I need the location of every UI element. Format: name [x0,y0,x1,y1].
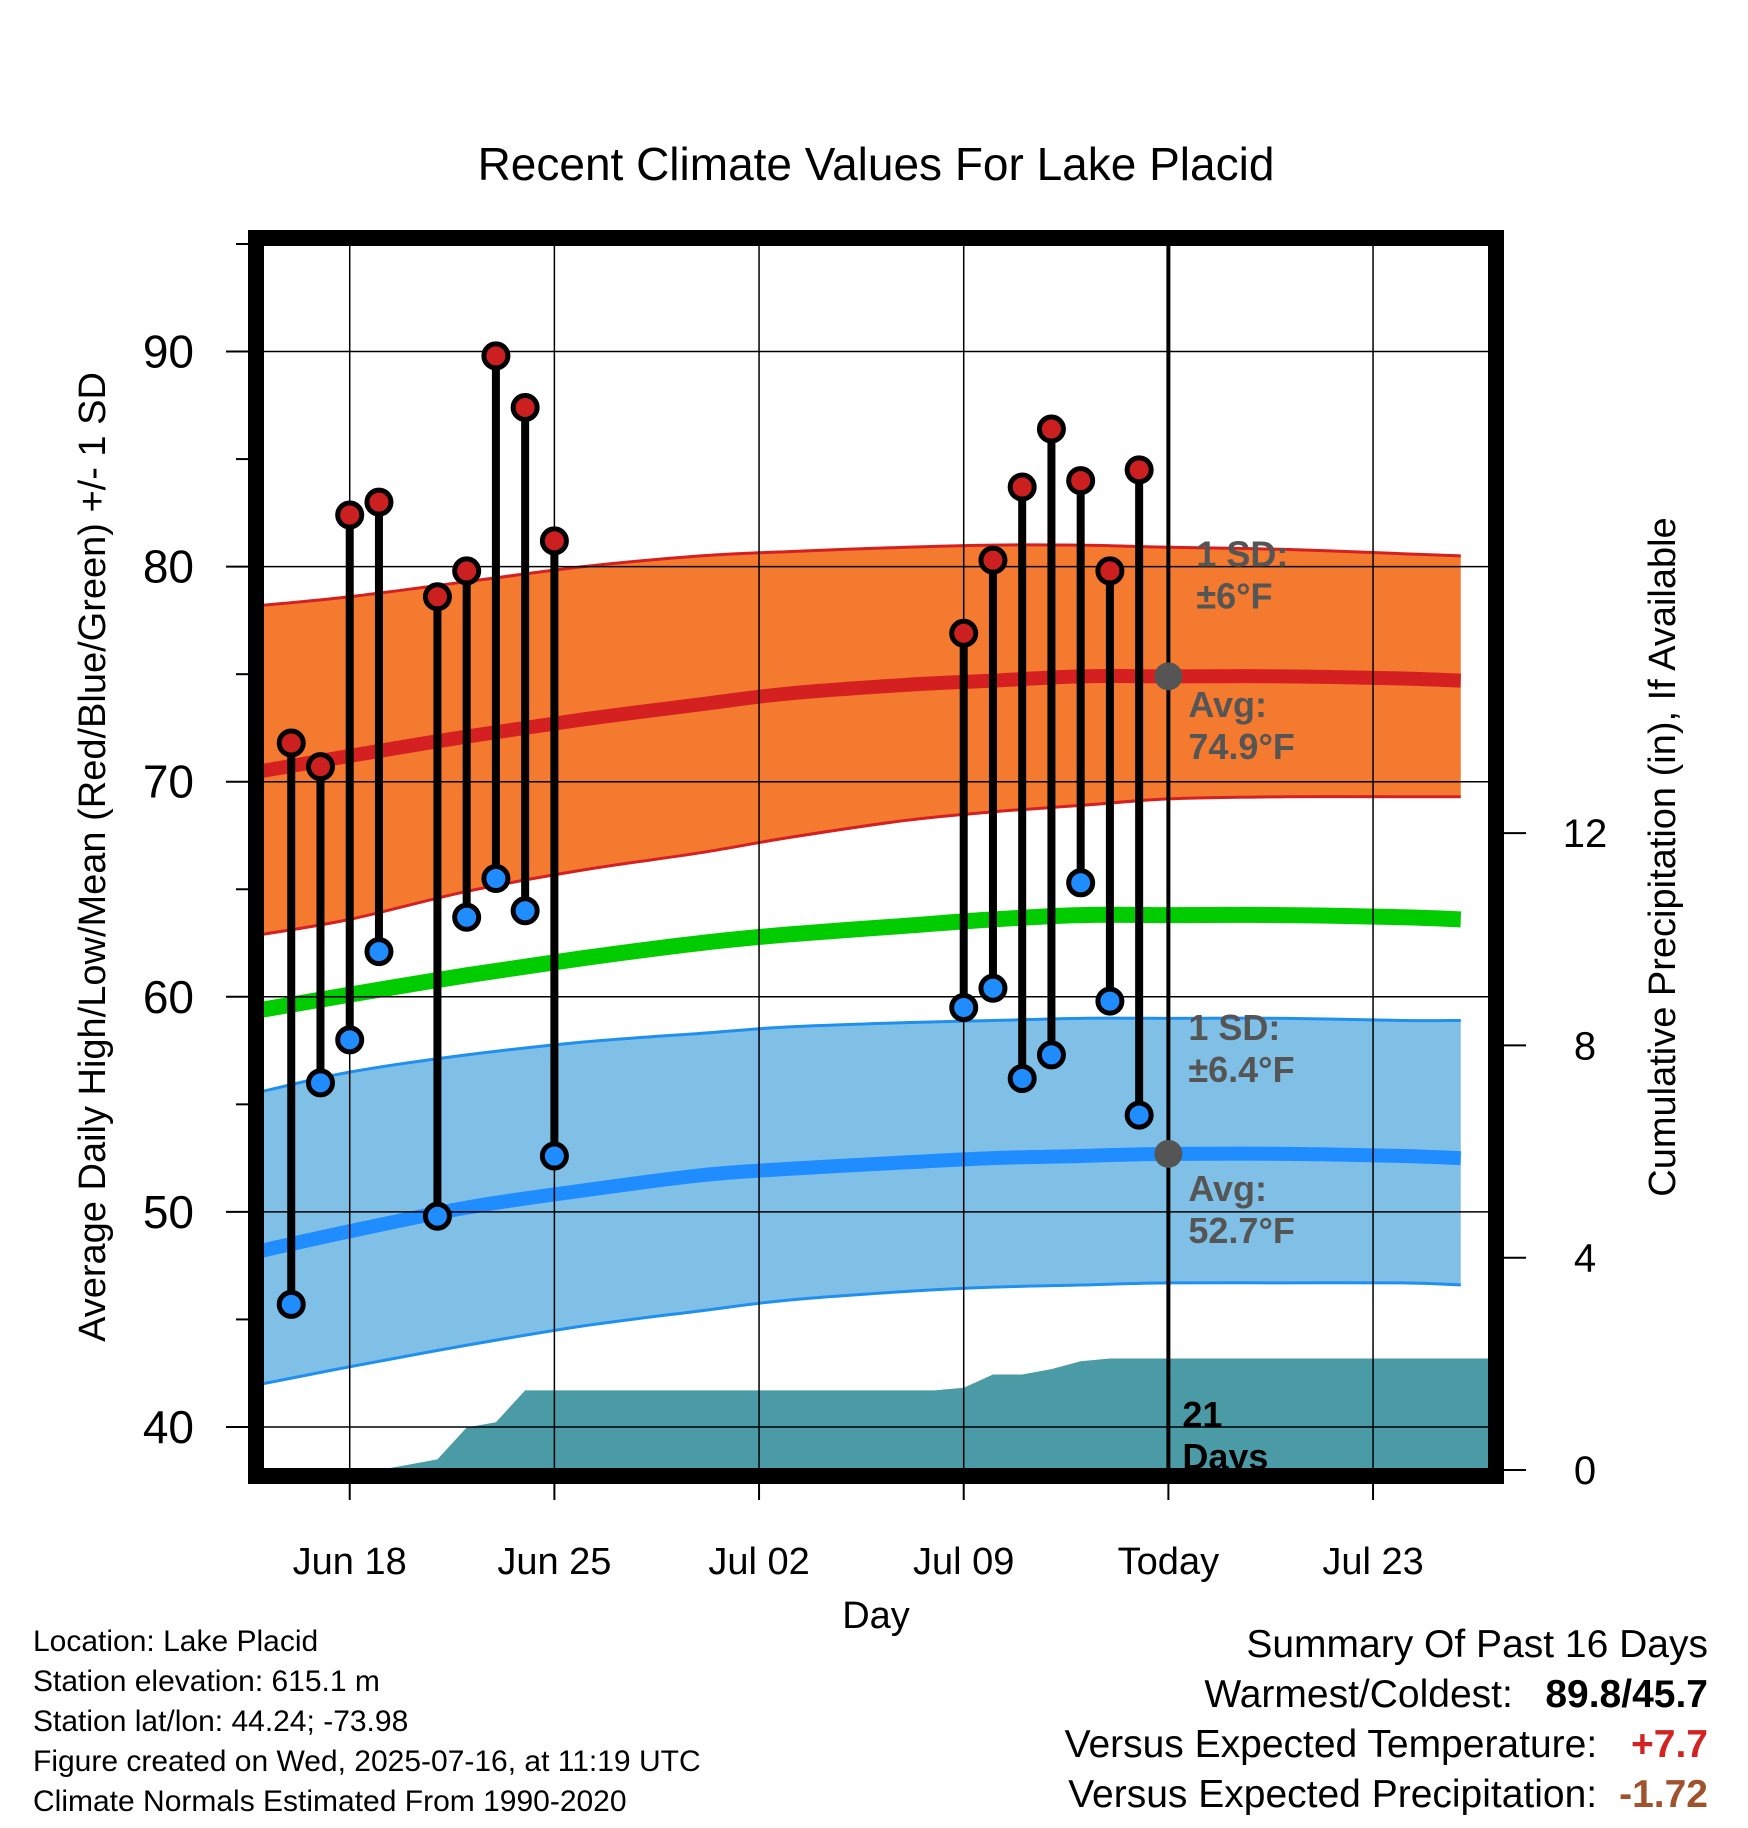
precip-label: Versus Expected Precipitation: [1068,1773,1598,1816]
observed-high-point [1095,556,1125,586]
observed-high-point [481,341,511,371]
high-sd-band [262,545,1461,935]
x-tick-label: Today [1118,1541,1219,1583]
plot-area: 1 SD: ±6°F Avg: 74.9°F 1 SD: ±6.4°F Avg: 52.7°F… [262,244,1490,1477]
station-info: Location: Lake Placid Station elevation:… [33,1622,701,1822]
mean-line [262,906,1462,1018]
low-sd-lower-line [262,1281,1461,1386]
observed-low-point [1124,1100,1154,1130]
axes-layer: Jun 18 Jun 25 Jul 02 Jul 09 Today Jul 2340506… [143,230,1608,1583]
observed-low-point [305,1068,335,1098]
observed-high-point [949,618,979,648]
summary-title: Summary Of Past 16 Days [1246,1623,1708,1666]
y-tick-label: 90 [143,326,194,378]
low-sd-annotation: 1 SD: ±6.4°F [1188,1007,1294,1090]
y-tick-label: 60 [143,971,194,1023]
observed-high-point [364,487,394,517]
observed-low-point [539,1141,569,1171]
observed-low-point [422,1201,452,1231]
x-tick-label: Jul 02 [708,1541,809,1583]
observed-high-point [335,500,365,530]
precipitation-area [262,1358,1490,1470]
y2-tick-label: 0 [1574,1449,1596,1493]
observed-low-point [1095,986,1125,1016]
low-sd-upper-line [262,1016,1461,1093]
observed-high-point [978,545,1008,575]
summary-warmest-row: Warmest/Coldest: 89.8/45.7 [1065,1670,1708,1720]
chart-title: Recent Climate Values For Lake Placid [478,138,1275,190]
y2-tick-label: 8 [1574,1024,1596,1068]
low-sd-band [262,1018,1461,1384]
observed-high-point [452,556,482,586]
x-axis-label: Day [842,1595,910,1637]
info-normals: Climate Normals Estimated From 1990-2020 [33,1785,627,1818]
observed-low-point [1066,868,1096,898]
days-annotation: 21 Days [1182,1394,1268,1477]
x-tick-label: Jul 23 [1322,1541,1423,1583]
warmest-high-value: 89.8 [1545,1673,1622,1716]
info-elevation: Station elevation: 615.1 m [33,1665,380,1698]
annotations-layer: 1 SD: ±6°F Avg: 74.9°F 1 SD: ±6.4°F Avg: 52.7°F… [1154,534,1295,1477]
low-avg-annotation: Avg: 52.7°F [1188,1168,1294,1251]
high-sd-annotation: 1 SD: ±6°F [1196,534,1288,617]
y2-axis-label: Cumulative Precipitation (in), If Availa… [1642,517,1684,1196]
x-tick-label: Jun 25 [497,1541,611,1583]
summary-temp-row: Versus Expected Temperature: +7.7 [1065,1720,1708,1770]
y-tick-label: 40 [143,1401,194,1453]
warmest-label: Warmest/Coldest: [1204,1673,1513,1716]
info-location: Location: Lake Placid [33,1625,319,1658]
y2-tick-label: 4 [1574,1237,1596,1281]
today-low-normal-point [1154,1139,1183,1168]
info-latlon: Station lat/lon: 44.24; -73.98 [33,1705,409,1738]
observed-high-point [305,752,335,782]
high-avg-annotation: Avg: 74.9°F [1188,684,1294,767]
temp-label: Versus Expected Temperature: [1064,1723,1598,1766]
y-axis-label: Average Daily High/Low/Mean (Red/Blue/Gr… [72,372,114,1342]
observed-high-point [539,526,569,556]
observed-low-point [949,993,979,1023]
y-tick-label: 50 [143,1186,194,1238]
summary-precip-row: Versus Expected Precipitation: -1.72 [1065,1770,1708,1820]
observed-low-point [364,937,394,967]
observed-low-point [1007,1064,1037,1094]
low-mean-line [262,1146,1462,1258]
observed-low-point [335,1025,365,1055]
observations-layer [276,341,1154,1319]
y2-tick-label: 12 [1563,812,1608,856]
y-tick-label: 80 [143,541,194,593]
info-created: Figure created on Wed, 2025-07-16, at 11… [33,1745,701,1778]
observed-high-point [510,392,540,422]
coldest-low-value: 45.7 [1632,1673,1708,1716]
today-high-normal-point [1154,662,1183,691]
observed-low-point [452,902,482,932]
warmest-separator: / [1621,1673,1633,1716]
observed-high-point [422,582,452,612]
observed-low-point [276,1289,306,1319]
y-tick-label: 70 [143,756,194,808]
observed-high-point [1124,455,1154,485]
observed-low-point [510,896,540,926]
observed-high-point [1066,466,1096,496]
observed-high-point [1036,414,1066,444]
observed-low-point [978,973,1008,1003]
x-tick-label: Jul 09 [913,1541,1014,1583]
summary-panel: Summary Of Past 16 Days Warmest/Coldest:… [1065,1620,1708,1820]
plot-frame [248,230,1504,1484]
observed-high-point [276,728,306,758]
observed-low-point [481,864,511,894]
observed-low-point [1036,1040,1066,1070]
temp-departure-value: +7.7 [1631,1723,1708,1766]
x-tick-label: Jun 18 [293,1541,407,1583]
precipitation-layer [262,1358,1490,1470]
observed-high-point [1007,472,1037,502]
normal-bands-layer [262,543,1462,1386]
precip-departure-value: -1.72 [1619,1773,1708,1816]
